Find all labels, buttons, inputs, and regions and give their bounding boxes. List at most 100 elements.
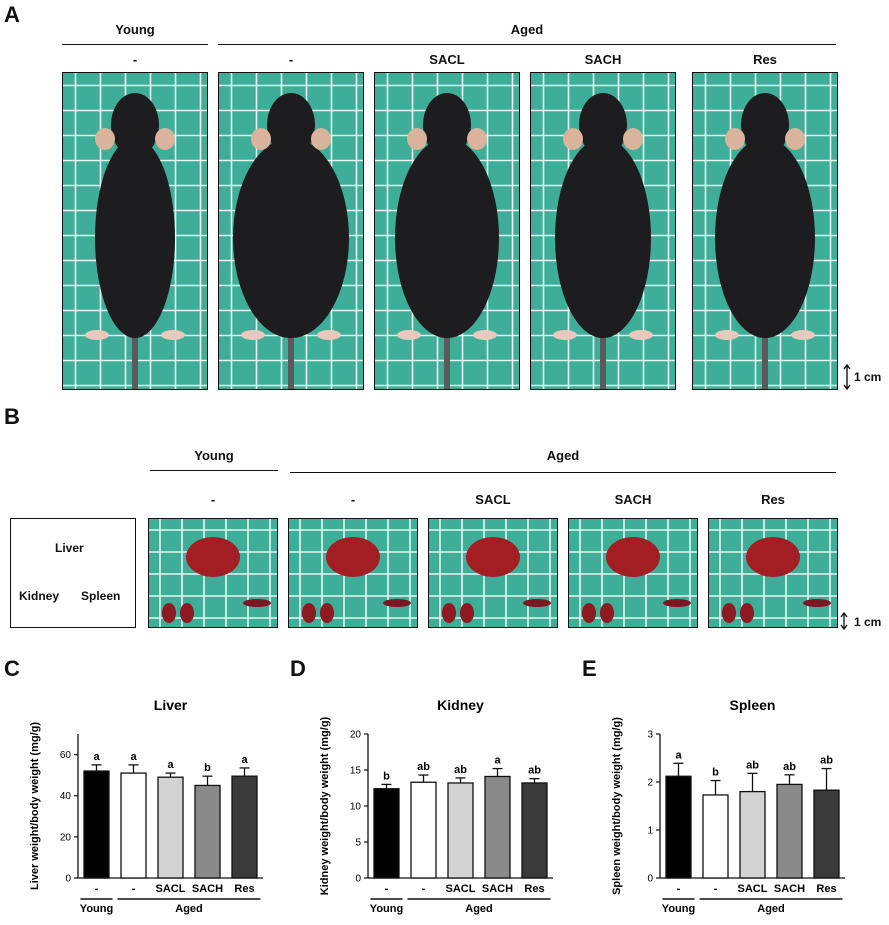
significance-letter: a <box>675 749 682 761</box>
panel-label-a: A <box>4 2 20 27</box>
liver-shape <box>466 537 520 577</box>
group-rule-aged-b <box>290 472 836 473</box>
chart-spleen: Spleen Spleen weight/body weight (mg/g) 0 1… <box>582 690 882 920</box>
x-tick-label: - <box>422 883 426 895</box>
significance-letter: b <box>204 762 211 774</box>
group-rule-aged-a <box>218 44 836 45</box>
chart-title: Spleen <box>730 697 776 713</box>
significance-letter: a <box>93 751 100 763</box>
spleen-shape <box>803 599 831 607</box>
spleen-shape <box>523 599 551 607</box>
chart-liver: Liver Liver weight/body weight (mg/g) 0 20 4… <box>0 690 290 920</box>
panel-label-b: B <box>4 404 20 429</box>
y-tick-label: 1 <box>647 826 653 837</box>
bar <box>739 790 766 879</box>
bar <box>194 784 221 879</box>
y-tick-label: 20 <box>350 730 362 741</box>
significance-letter: ab <box>417 761 430 773</box>
bar <box>813 789 840 879</box>
liver-shape <box>186 537 240 577</box>
mouse-photo-aged-res <box>692 72 838 390</box>
treatment-label-b-2: SACL <box>475 492 511 507</box>
mouse-ear <box>407 128 427 150</box>
mouse-tail <box>132 323 138 389</box>
scale-bar-label-a: 1 cm <box>854 370 882 384</box>
liver-shape <box>746 537 800 577</box>
mouse-photo-aged-control <box>218 72 364 390</box>
bar <box>521 782 548 879</box>
y-tick-label: 0 <box>65 874 71 885</box>
mouse-hindpaw <box>715 330 739 340</box>
mouse-body <box>233 138 349 338</box>
liver-shape <box>326 537 380 577</box>
significance-letter: a <box>167 759 174 771</box>
spleen-shape <box>383 599 411 607</box>
scale-bar-label-b: 1 cm <box>854 615 882 629</box>
organ-legend-kidney: Kidney <box>19 589 60 603</box>
kidney-shape <box>442 603 456 623</box>
organ-photo-aged-sach <box>568 518 698 628</box>
group-rule-young-a <box>62 44 208 45</box>
spleen-shape <box>243 599 271 607</box>
mouse-hindpaw <box>85 330 109 340</box>
treatment-label-b-1: - <box>350 492 356 507</box>
significance-letter: ab <box>746 759 759 771</box>
treatment-label-a-4: Res <box>753 52 777 67</box>
kidney-shape <box>460 603 474 623</box>
mouse-head <box>111 93 159 157</box>
treatment-label-b-3: SACH <box>614 492 652 507</box>
mouse-ear <box>467 128 487 150</box>
chart-title: Liver <box>154 697 188 713</box>
chart-title: Kidney <box>437 697 484 713</box>
bar <box>447 782 474 879</box>
y-tick-label: 20 <box>60 832 72 843</box>
bar <box>410 781 437 879</box>
y-tick-label: 2 <box>647 778 653 789</box>
x-tick-label: Res <box>524 883 544 895</box>
mouse-tail <box>288 323 294 389</box>
x-tick-label: - <box>95 883 99 895</box>
mouse-photo-aged-sacl <box>374 72 520 390</box>
mouse-ear <box>725 128 745 150</box>
group-rule-young-b <box>150 470 278 471</box>
significance-letter: ab <box>820 755 833 767</box>
mouse-hindpaw <box>241 330 265 340</box>
kidney-shape <box>180 603 194 623</box>
bar <box>373 788 400 879</box>
y-axis-label: Liver weight/body weight (mg/g) <box>29 722 41 890</box>
treatment-label-a-3: SACH <box>584 52 622 67</box>
treatment-label-b-0: - <box>210 492 216 507</box>
x-tick-label: Res <box>816 883 836 895</box>
y-tick-label: 3 <box>647 730 653 741</box>
mouse-hindpaw <box>791 330 815 340</box>
kidney-shape <box>302 603 316 623</box>
mouse-tail <box>762 323 768 389</box>
significance-letter: ab <box>454 764 467 776</box>
mouse-hindpaw <box>317 330 341 340</box>
bar <box>665 775 692 879</box>
chart-spleen-svg: Spleen Spleen weight/body weight (mg/g) 0 1… <box>611 697 845 915</box>
group-label-aged: Aged <box>465 903 493 915</box>
kidney-shape <box>740 603 754 623</box>
x-tick-label: SACL <box>156 883 186 895</box>
organ-legend-spleen: Spleen <box>81 589 121 603</box>
treatment-label-a-2: SACL <box>429 52 465 67</box>
y-tick-label: 60 <box>60 750 72 761</box>
mouse-ear <box>785 128 805 150</box>
bar <box>157 776 184 879</box>
mouse-body <box>395 138 499 338</box>
group-label-aged-a: Aged <box>510 22 544 37</box>
significance-letter: a <box>241 754 248 766</box>
y-tick-label: 5 <box>355 838 361 849</box>
scale-bar-arrow-b <box>840 611 848 631</box>
significance-letter: b <box>383 770 390 782</box>
treatment-label-b-4: Res <box>761 492 785 507</box>
treatment-label-a-0: - <box>132 52 138 67</box>
organ-photo-aged-control <box>288 518 418 628</box>
mouse-ear <box>251 128 271 150</box>
group-label-young: Young <box>662 903 695 915</box>
bar <box>83 770 110 879</box>
significance-letter: ab <box>528 765 541 777</box>
bar <box>702 794 729 879</box>
bar <box>776 783 803 879</box>
